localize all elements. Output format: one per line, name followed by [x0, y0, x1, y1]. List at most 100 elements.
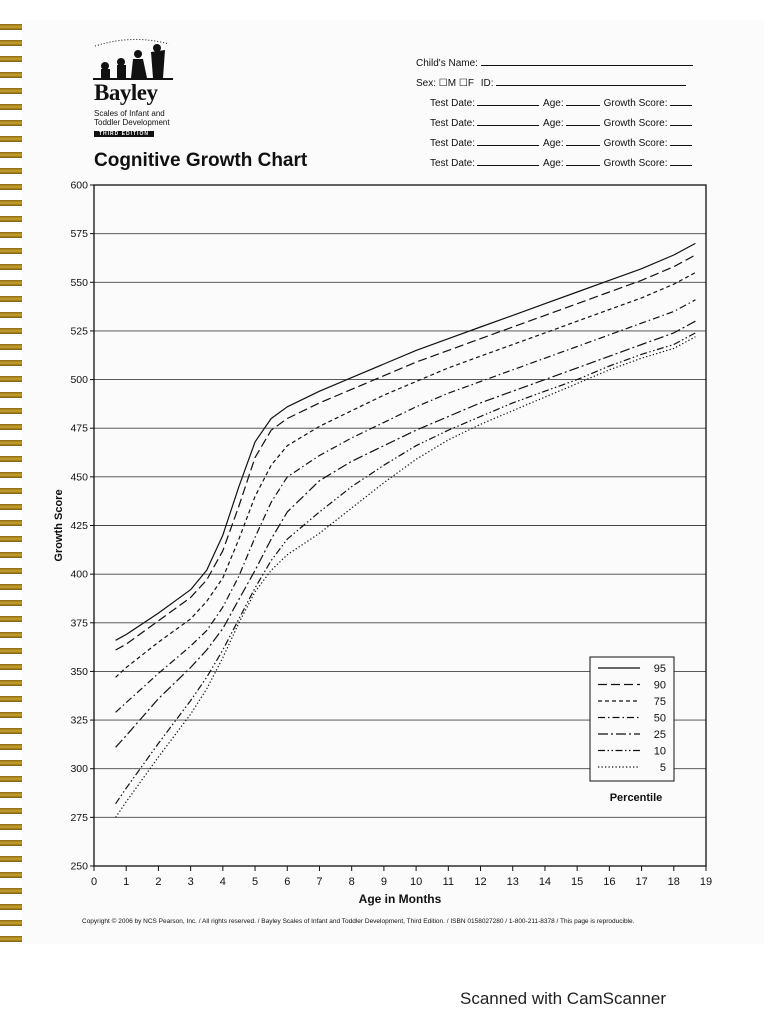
y-tick-label: 575 [70, 228, 88, 240]
childs-name-row: Child's Name: [416, 56, 693, 69]
legend: 95 90 75 50 25 10 5 Percentile [589, 656, 675, 804]
childs-name-field[interactable] [480, 56, 693, 66]
growth-score-label: Growth Score: [603, 158, 668, 169]
percentile-line-95 [115, 242, 696, 641]
legend-label-95: 95 [654, 663, 666, 675]
legend-label-90: 90 [654, 680, 666, 692]
x-tick-label: 10 [410, 876, 422, 888]
sex-f-checkbox[interactable]: ☐ [458, 78, 468, 89]
legend-title: Percentile [610, 792, 663, 804]
y-tick-label: 300 [70, 763, 88, 775]
brand-subtitle-line2: Toddler Development [94, 118, 170, 127]
age-label: Age: [543, 118, 564, 129]
test-date-label: Test Date: [430, 138, 476, 149]
growth-score-field[interactable] [669, 136, 692, 146]
x-tick-label: 4 [220, 876, 226, 888]
sex-f-label: F [467, 78, 474, 89]
x-tick-label: 18 [668, 876, 680, 888]
age-field[interactable] [565, 136, 600, 146]
y-tick-label: 400 [70, 569, 88, 581]
x-axis-label: Age in Months [359, 892, 442, 906]
legend-items: 95 90 75 50 25 10 5 [598, 663, 666, 774]
test-date-field[interactable] [477, 156, 540, 166]
growth-score-label: Growth Score: [603, 98, 668, 109]
growth-score-field[interactable] [669, 116, 692, 126]
sex-id-row: Sex: ☐M ☐F ID: [416, 76, 687, 89]
test-date-row: Test Date: Age: Growth Score: [426, 116, 692, 129]
y-axis-label: Growth Score [53, 489, 65, 561]
id-field[interactable] [496, 76, 687, 86]
x-tick-label: 13 [507, 876, 519, 888]
y-tick-label: 250 [70, 861, 88, 873]
chart-sheet [22, 20, 764, 944]
age-field[interactable] [565, 116, 600, 126]
percentile-line-10 [115, 332, 696, 805]
x-tick-label: 11 [443, 876, 454, 888]
test-date-row: Test Date: Age: Growth Score: [426, 136, 692, 149]
x-tick-label: 6 [284, 876, 290, 888]
scanner-watermark: Scanned with CamScanner [460, 989, 667, 1008]
y-tick-label: 425 [70, 520, 88, 532]
age-field[interactable] [565, 156, 600, 166]
childs-name-label: Child's Name: [416, 58, 478, 69]
growth-score-field[interactable] [669, 156, 692, 166]
x-tick-label: 19 [700, 876, 712, 888]
percentile-line-75 [115, 272, 696, 678]
sex-label: Sex: [416, 78, 437, 89]
x-tick-label: 15 [571, 876, 583, 888]
legend-label-5: 5 [660, 762, 666, 774]
x-tick-label: 7 [316, 876, 322, 888]
growth-score-field[interactable] [669, 96, 692, 106]
x-tick-label: 3 [188, 876, 194, 888]
x-tick-label: 8 [349, 876, 355, 888]
x-tick-label: 17 [635, 876, 647, 888]
percentile-line-90 [115, 254, 696, 651]
y-tick-label: 500 [70, 374, 88, 386]
percentile-curves [115, 242, 696, 818]
x-tick-label: 9 [381, 876, 387, 888]
x-axis-ticks: 0 1 2 3 4 5 6 7 8 9 10 11 12 13 14 15 16 17 18 19 [91, 866, 712, 888]
sex-m-checkbox[interactable]: ☐ [438, 78, 448, 89]
y-tick-label: 275 [70, 812, 88, 824]
legend-label-25: 25 [654, 729, 666, 741]
growth-score-label: Growth Score: [603, 138, 668, 149]
test-date-field[interactable] [477, 136, 540, 146]
age-label: Age: [543, 158, 564, 169]
percentile-line-25 [115, 320, 696, 748]
test-date-field[interactable] [477, 116, 540, 126]
legend-label-75: 75 [654, 696, 666, 708]
edition-badge: THIRD EDITION [94, 131, 154, 137]
age-field[interactable] [565, 96, 600, 106]
brand-name: Bayley [94, 80, 158, 105]
x-tick-label: 16 [603, 876, 615, 888]
sex-m-label: M [447, 78, 457, 89]
test-date-row: Test Date: Age: Growth Score: [426, 156, 692, 169]
test-date-label: Test Date: [430, 158, 476, 169]
y-tick-label: 375 [70, 617, 88, 629]
legend-box [589, 656, 675, 782]
x-tick-label: 2 [155, 876, 161, 888]
test-date-field[interactable] [477, 96, 540, 106]
x-tick-label: 14 [539, 876, 551, 888]
y-axis-ticks: 250 275 300 325 350 375 400 425 450 475 500 525 550 5… [70, 180, 94, 873]
children-logo-icon [93, 38, 173, 80]
test-date-row: Test Date: Age: Growth Score: [426, 96, 692, 109]
x-tick-label: 5 [252, 876, 258, 888]
growth-score-label: Growth Score: [603, 118, 668, 129]
y-tick-label: 325 [70, 715, 88, 727]
growth-chart: 2502753003253503754004254504755005255505… [53, 180, 712, 907]
id-label: ID: [480, 78, 494, 89]
x-tick-label: 1 [123, 876, 129, 888]
y-tick-label: 600 [70, 180, 88, 192]
page-title: Cognitive Growth Chart [94, 150, 308, 171]
test-date-label: Test Date: [430, 98, 476, 109]
copyright-notice: Copyright © 2006 by NCS Pearson, Inc. / … [82, 918, 635, 925]
legend-label-10: 10 [654, 746, 666, 758]
age-label: Age: [543, 138, 564, 149]
percentile-line-50 [115, 299, 696, 713]
y-tick-label: 475 [70, 423, 88, 435]
y-tick-label: 550 [70, 277, 88, 289]
y-tick-label: 350 [70, 666, 88, 678]
legend-label-50: 50 [654, 713, 666, 725]
percentile-line-5 [115, 336, 696, 818]
